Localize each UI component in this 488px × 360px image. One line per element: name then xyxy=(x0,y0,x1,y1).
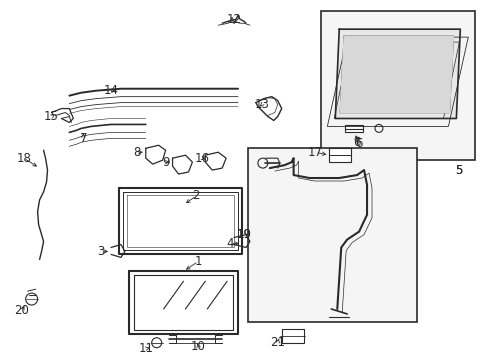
Text: 10: 10 xyxy=(190,340,205,353)
Polygon shape xyxy=(335,29,459,118)
Text: 13: 13 xyxy=(254,98,269,111)
Text: 20: 20 xyxy=(14,305,29,318)
Bar xyxy=(328,148,350,162)
Text: 6: 6 xyxy=(353,136,360,149)
Text: 5: 5 xyxy=(454,163,461,176)
Text: 7: 7 xyxy=(80,132,87,145)
Text: 4: 4 xyxy=(226,237,233,250)
Text: 19: 19 xyxy=(236,228,251,241)
Text: 8: 8 xyxy=(133,146,140,159)
Text: 15: 15 xyxy=(44,110,59,123)
Polygon shape xyxy=(340,36,452,113)
Text: 11: 11 xyxy=(138,342,153,355)
Text: 21: 21 xyxy=(270,336,285,349)
Text: 6: 6 xyxy=(355,137,362,150)
Text: 2: 2 xyxy=(192,189,200,202)
Text: 14: 14 xyxy=(103,84,118,97)
Text: 16: 16 xyxy=(194,152,209,165)
Text: 19: 19 xyxy=(236,228,251,241)
Text: 18: 18 xyxy=(16,152,31,165)
Text: 12: 12 xyxy=(226,13,241,26)
Bar xyxy=(321,11,474,160)
Text: 5: 5 xyxy=(454,163,461,176)
Bar xyxy=(247,148,416,322)
Text: 3: 3 xyxy=(97,245,104,258)
Bar xyxy=(281,329,303,343)
Text: 17: 17 xyxy=(307,146,322,159)
Bar xyxy=(345,125,362,132)
Text: 9: 9 xyxy=(162,156,169,168)
Text: 1: 1 xyxy=(194,255,202,268)
